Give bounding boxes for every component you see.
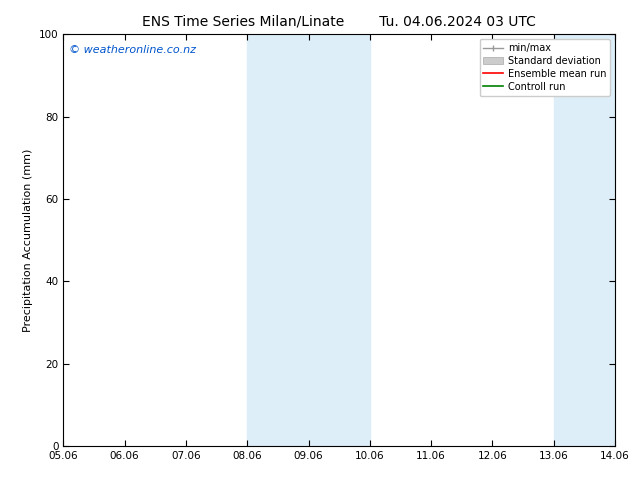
Title: ENS Time Series Milan/Linate        Tu. 04.06.2024 03 UTC: ENS Time Series Milan/Linate Tu. 04.06.2…	[142, 15, 536, 29]
Bar	[553, 34, 634, 446]
Text: © weatheronline.co.nz: © weatheronline.co.nz	[69, 45, 196, 54]
Legend: min/max, Standard deviation, Ensemble mean run, Controll run: min/max, Standard deviation, Ensemble me…	[479, 39, 610, 96]
Bar	[247, 34, 370, 446]
Y-axis label: Precipitation Accumulation (mm): Precipitation Accumulation (mm)	[23, 148, 34, 332]
